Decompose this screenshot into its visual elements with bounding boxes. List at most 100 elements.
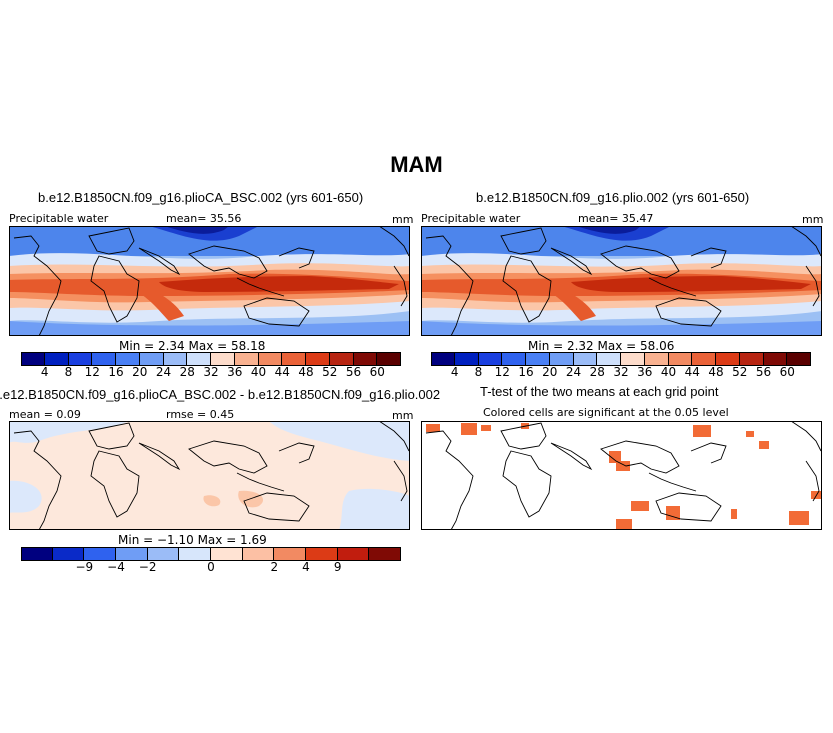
colorbar-swatch xyxy=(549,352,574,366)
colorbar-swatch xyxy=(147,547,180,561)
colorbar-tick-label: 60 xyxy=(369,365,385,379)
panel2-units: mm xyxy=(802,213,824,226)
colorbar-swatch xyxy=(21,352,45,366)
colorbar-1-frame xyxy=(21,352,401,366)
colorbar-tick-label: 60 xyxy=(779,365,795,379)
panel1-title: b.e12.B1850CN.f09_g16.plioCA_BSC.002 (yr… xyxy=(38,190,364,205)
colorbar-tick-label: −2 xyxy=(138,560,157,574)
colorbar-swatch xyxy=(68,352,93,366)
panel2-title: b.e12.B1850CN.f09_g16.plio.002 (yrs 601-… xyxy=(476,190,750,205)
page-title: MAM xyxy=(390,152,443,177)
panel2-left-label: Precipitable water xyxy=(421,212,521,225)
colorbar-tick-label: 24 xyxy=(565,365,582,379)
colorbar-swatch xyxy=(187,352,211,366)
colorbar-swatch xyxy=(52,547,85,561)
colorbar-swatch xyxy=(353,352,378,366)
colorbar-tick-label: 40 xyxy=(250,365,267,379)
colorbar-swatch xyxy=(282,352,306,366)
colorbar-swatch xyxy=(716,352,740,366)
colorbar-swatch xyxy=(644,352,669,366)
panel2-mean: mean= 35.47 xyxy=(578,212,654,225)
colorbar-3-frame xyxy=(21,547,401,561)
colorbar-tick-label: 52 xyxy=(732,365,748,379)
colorbar-swatch xyxy=(621,352,645,366)
colorbar-swatch xyxy=(44,352,69,366)
colorbar-tick-label: 48 xyxy=(708,365,724,379)
colorbar-tick-label: 40 xyxy=(660,365,677,379)
colorbar-swatch xyxy=(763,352,788,366)
colorbar-3 xyxy=(21,547,401,561)
colorbar-swatch xyxy=(115,547,148,561)
colorbar-tick-label: 2 xyxy=(270,560,279,574)
colorbar-2 xyxy=(431,352,811,366)
colorbar-tick-label: 56 xyxy=(755,365,772,379)
panel3-mean: mean = 0.09 xyxy=(9,408,81,421)
colorbar-tick-label: 48 xyxy=(298,365,314,379)
colorbar-swatch xyxy=(305,547,338,561)
panel1-map xyxy=(9,226,410,336)
colorbar-swatch xyxy=(274,547,306,561)
colorbar-tick-label: 28 xyxy=(589,365,605,379)
panel3-title: b.e12.B1850CN.f09_g16.plioCA_BSC.002 - b… xyxy=(0,387,441,402)
colorbar-swatch xyxy=(211,352,235,366)
colorbar-swatch xyxy=(210,547,243,561)
colorbar-swatch xyxy=(526,352,550,366)
colorbar-tick-label: 36 xyxy=(227,365,243,379)
colorbar-tick-label: 36 xyxy=(637,365,653,379)
colorbar-tick-label: 32 xyxy=(203,365,219,379)
colorbar-swatch xyxy=(454,352,479,366)
panel3-units: mm xyxy=(392,409,414,422)
colorbar-tick-label: 8 xyxy=(474,365,483,379)
colorbar-tick-label: −4 xyxy=(107,560,125,574)
colorbar-swatch xyxy=(92,352,116,366)
colorbar-tick-label: 0 xyxy=(207,560,215,574)
colorbar-swatch xyxy=(329,352,354,366)
panel1-left-label: Precipitable water xyxy=(9,212,109,225)
colorbar-swatch xyxy=(478,352,503,366)
colorbar-swatch xyxy=(668,352,693,366)
colorbar-swatch xyxy=(739,352,764,366)
colorbar-swatch xyxy=(84,547,116,561)
colorbar-2-labels: 4 8 12 16 20 24 28 32 36 40 44 48 52 56 60 xyxy=(431,365,811,381)
colorbar-swatch xyxy=(597,352,621,366)
panel4-map xyxy=(421,421,822,530)
colorbar-1-labels: 4 8 12 16 20 24 28 32 36 40 44 48 52 56 60 xyxy=(21,365,401,381)
panel4-subtitle: Colored cells are significant at the 0.0… xyxy=(483,406,729,419)
colorbar-tick-label: 24 xyxy=(155,365,172,379)
colorbar-tick-label: 12 xyxy=(494,365,510,379)
colorbar-swatch xyxy=(242,547,275,561)
colorbar-tick-label: −9 xyxy=(75,560,94,574)
colorbar-tick-label: 8 xyxy=(64,365,73,379)
panel1-units: mm xyxy=(392,213,414,226)
colorbar-swatch xyxy=(502,352,526,366)
colorbar-tick-label: 16 xyxy=(108,365,124,379)
colorbar-tick-label: 44 xyxy=(684,365,700,379)
panel2-minmax: Min = 2.32 Max = 58.06 xyxy=(528,339,675,353)
colorbar-tick-label: 4 xyxy=(40,365,49,379)
colorbar-1 xyxy=(21,352,401,366)
colorbar-swatch xyxy=(337,547,370,561)
colorbar-tick-label: 4 xyxy=(450,365,459,379)
colorbar-swatch xyxy=(234,352,259,366)
panel4-title: T-test of the two means at each grid poi… xyxy=(480,384,719,399)
colorbar-swatch xyxy=(258,352,283,366)
colorbar-swatch xyxy=(139,352,164,366)
colorbar-swatch xyxy=(179,547,211,561)
colorbar-swatch xyxy=(306,352,330,366)
colorbar-swatch xyxy=(692,352,716,366)
colorbar-tick-label: 52 xyxy=(322,365,338,379)
panel1-minmax: Min = 2.34 Max = 58.18 xyxy=(119,339,266,353)
panel2-map xyxy=(421,226,822,336)
colorbar-swatch xyxy=(163,352,188,366)
panel3-minmax: Min = −1.10 Max = 1.69 xyxy=(118,533,267,547)
colorbar-swatch xyxy=(21,547,53,561)
colorbar-tick-label: 32 xyxy=(613,365,629,379)
colorbar-tick-label: 16 xyxy=(518,365,534,379)
colorbar-tick-label: 44 xyxy=(274,365,290,379)
colorbar-swatch xyxy=(116,352,140,366)
colorbar-swatch xyxy=(431,352,455,366)
colorbar-3-labels: −9 −4 −2 0 2 4 9 xyxy=(21,560,401,576)
colorbar-tick-label: 28 xyxy=(179,365,195,379)
colorbar-tick-label: 20 xyxy=(542,365,558,379)
panel3-map xyxy=(9,421,410,530)
